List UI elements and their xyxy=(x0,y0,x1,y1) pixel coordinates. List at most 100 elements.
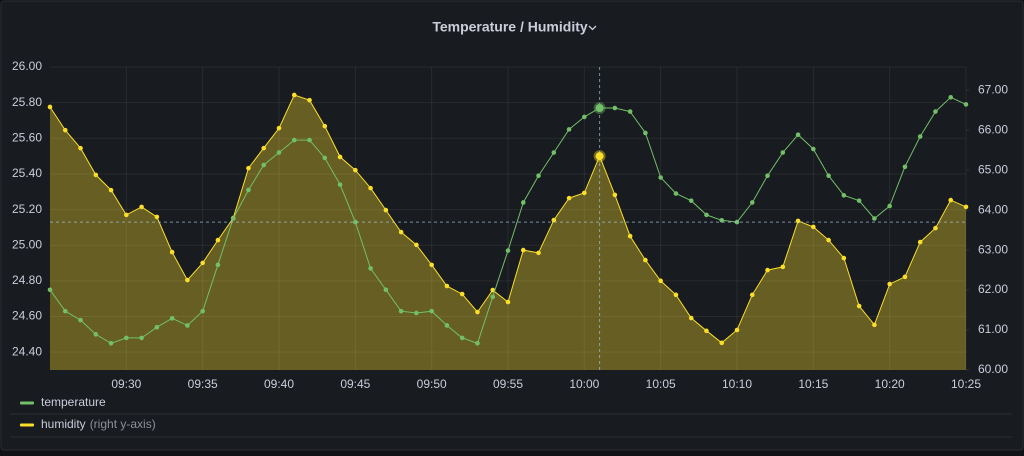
y2-tick-label: 61.00 xyxy=(978,322,1008,336)
x-tick-label: 09:55 xyxy=(493,377,523,391)
point xyxy=(337,154,343,160)
point xyxy=(719,340,725,346)
point xyxy=(719,217,725,223)
point xyxy=(688,315,694,321)
point xyxy=(108,187,114,193)
point xyxy=(490,287,496,293)
point xyxy=(230,216,236,221)
point xyxy=(643,130,648,136)
x-tick-label: 10:25 xyxy=(951,377,981,391)
panel-title[interactable]: Temperature / Humidity xyxy=(432,19,588,35)
point xyxy=(627,233,633,239)
y2-tick-label: 62.00 xyxy=(978,282,1008,296)
point xyxy=(459,335,465,341)
point xyxy=(154,214,160,220)
point xyxy=(185,323,190,328)
legend-label[interactable]: humidity (right y-axis) xyxy=(41,417,156,431)
point xyxy=(383,287,389,293)
x-tick-label: 10:10 xyxy=(722,377,752,391)
point xyxy=(872,216,877,221)
y2-tick-label: 67.00 xyxy=(978,82,1008,96)
point xyxy=(566,195,572,201)
point xyxy=(841,193,847,198)
hover-point xyxy=(593,150,606,163)
point xyxy=(78,145,83,151)
point xyxy=(627,109,633,114)
point xyxy=(963,102,969,107)
point xyxy=(246,187,251,193)
point xyxy=(62,127,68,133)
point xyxy=(215,237,221,243)
point xyxy=(490,294,496,300)
point xyxy=(139,335,144,341)
point xyxy=(780,150,786,155)
x-tick-label: 10:00 xyxy=(569,377,599,391)
point xyxy=(291,137,297,143)
point xyxy=(459,291,465,297)
y2-tick-label: 64.00 xyxy=(978,202,1008,216)
point xyxy=(169,249,175,255)
point xyxy=(582,114,587,120)
x-tick-label: 10:15 xyxy=(798,377,828,391)
point xyxy=(414,242,419,248)
point xyxy=(307,137,312,143)
point xyxy=(704,212,709,218)
point xyxy=(933,109,938,114)
point xyxy=(276,150,282,155)
point xyxy=(383,207,389,213)
point xyxy=(139,204,144,210)
point xyxy=(673,292,679,298)
y2-tick-label: 60.00 xyxy=(978,362,1008,376)
point xyxy=(93,332,99,337)
point xyxy=(795,132,801,138)
x-tick-label: 09:35 xyxy=(188,377,218,391)
legend-note: (right y-axis) xyxy=(90,417,156,431)
point xyxy=(215,262,221,268)
y-tick-label: 24.40 xyxy=(12,344,42,358)
point xyxy=(169,316,175,321)
point xyxy=(948,95,954,100)
legend-name: humidity xyxy=(41,417,86,431)
legend-label[interactable]: temperature xyxy=(41,395,106,409)
point xyxy=(505,248,511,253)
point xyxy=(658,278,663,284)
title-chevron[interactable] xyxy=(588,25,597,31)
x-tick-label: 10:05 xyxy=(646,377,676,391)
point xyxy=(337,182,343,187)
point xyxy=(108,340,114,346)
point xyxy=(887,203,892,209)
point xyxy=(398,308,404,314)
point xyxy=(291,92,297,98)
point xyxy=(307,97,312,103)
point xyxy=(963,204,969,210)
point xyxy=(520,247,526,253)
point xyxy=(47,104,53,110)
legend-swatch xyxy=(20,401,34,405)
point xyxy=(948,197,954,203)
point xyxy=(765,267,770,273)
point xyxy=(322,155,328,161)
x-tick-label: 09:45 xyxy=(340,377,370,391)
y-tick-label: 25.00 xyxy=(12,237,42,251)
y-tick-label: 24.60 xyxy=(12,309,42,323)
point xyxy=(582,190,587,196)
point xyxy=(749,292,755,298)
point xyxy=(856,198,862,203)
legend-swatch xyxy=(20,423,34,427)
point xyxy=(398,229,404,235)
point xyxy=(505,299,511,305)
point xyxy=(643,257,648,263)
point xyxy=(826,173,831,179)
x-tick-label: 10:20 xyxy=(875,377,905,391)
area xyxy=(50,95,966,370)
point xyxy=(200,260,205,266)
x-tick-label: 09:50 xyxy=(417,377,447,391)
point xyxy=(414,310,419,316)
point xyxy=(933,225,938,231)
legend-name: temperature xyxy=(41,395,106,409)
y2-tick-label: 65.00 xyxy=(978,162,1008,176)
point xyxy=(872,322,877,328)
point xyxy=(887,281,892,287)
point xyxy=(688,198,694,203)
